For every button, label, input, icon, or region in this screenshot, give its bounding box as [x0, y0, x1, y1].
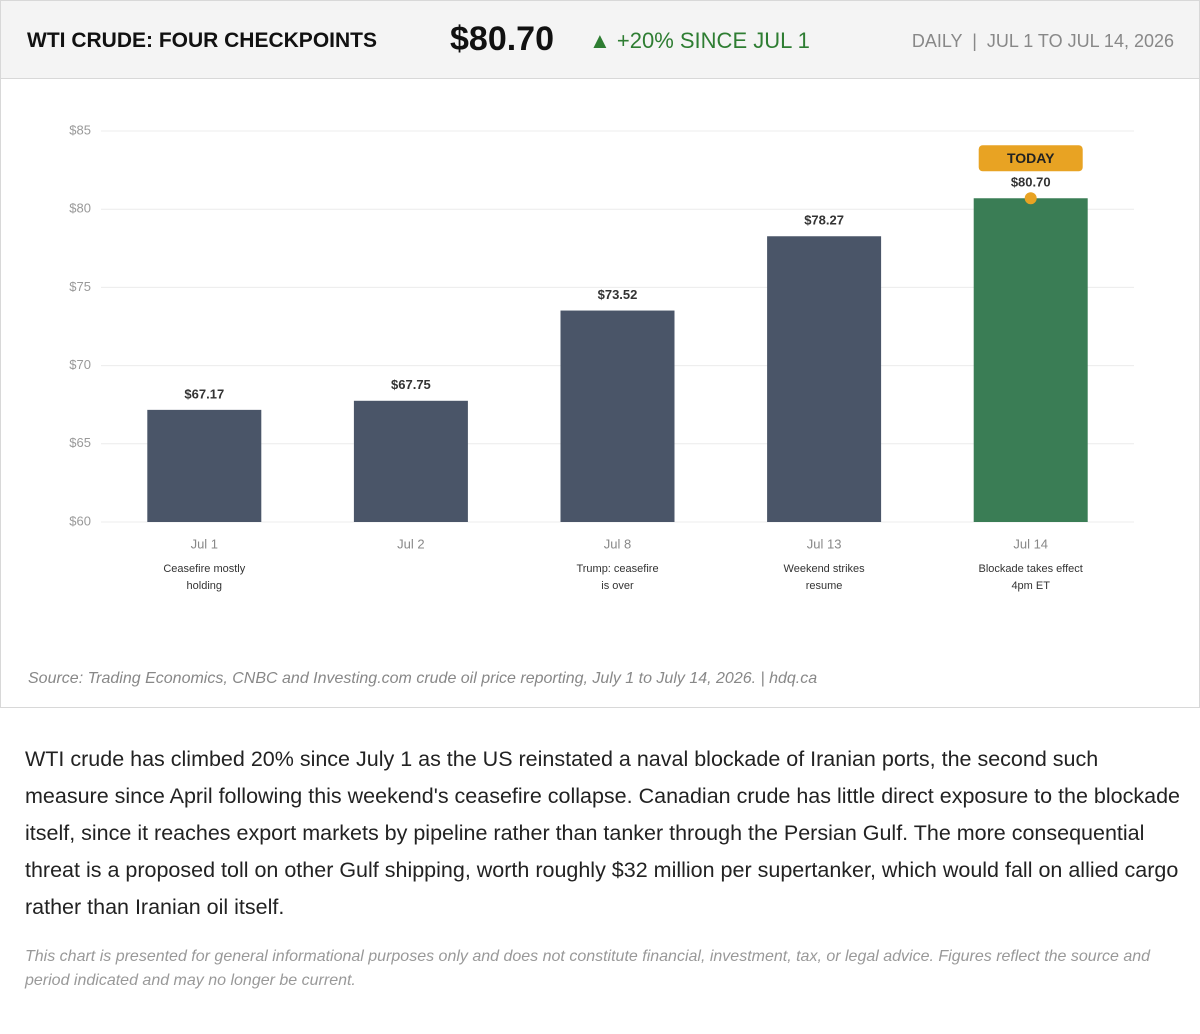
title: WTI CRUDE: FOUR CHECKPOINTS [27, 29, 377, 52]
bar-note: Weekend strikes [784, 563, 866, 575]
value-label: $67.75 [391, 377, 431, 392]
bar-note: Trump: ceasefire [576, 563, 658, 575]
bar-note: 4pm ET [1011, 580, 1050, 592]
y-tick-label: $65 [69, 435, 91, 450]
chart-panel: Source: Trading Economics, CNBC and Inve… [0, 78, 1200, 708]
header: WTI CRUDE: FOUR CHECKPOINTS $80.70 ▲ +20… [0, 0, 1200, 79]
bar [560, 310, 675, 522]
change: ▲ +20% SINCE JUL 1 [589, 28, 810, 53]
bar [353, 400, 468, 522]
value-label: $80.70 [1011, 175, 1051, 190]
chart: Source: Trading Economics, CNBC and Inve… [28, 122, 1134, 687]
y-tick-label: $70 [69, 357, 91, 372]
bar [767, 236, 882, 522]
bar-note: is over [601, 580, 634, 592]
price: $80.70 [450, 20, 554, 58]
highlight-dot [1024, 192, 1037, 205]
y-tick-label: $75 [69, 279, 91, 294]
x-tick-label: Jul 14 [1013, 536, 1048, 551]
x-tick-label: Jul 8 [604, 536, 631, 551]
meta: DAILY | JUL 1 TO JUL 14, 2026 [911, 31, 1174, 51]
y-tick-label: $60 [69, 513, 91, 528]
x-tick-label: Jul 13 [807, 536, 842, 551]
bar-note: resume [806, 580, 843, 592]
y-tick-label: $80 [69, 201, 91, 216]
bar-note: Ceasefire mostly [163, 563, 245, 575]
value-label: $73.52 [598, 287, 638, 302]
badge-label: TODAY [1007, 150, 1055, 166]
x-tick-label: Jul 1 [191, 536, 218, 551]
bar-note: Blockade takes effect [979, 563, 1083, 575]
source: Source: Trading Economics, CNBC and Inve… [28, 670, 817, 687]
badge [978, 145, 1083, 172]
body-text: WTI crude has climbed 20% since July 1 a… [25, 747, 1180, 919]
bar-note: holding [187, 580, 222, 592]
x-tick-label: Jul 2 [397, 536, 424, 551]
bar [147, 409, 262, 522]
disclaimer: This chart is presented for general info… [25, 948, 1151, 989]
y-tick-label: $85 [69, 122, 91, 137]
value-label: $78.27 [804, 213, 844, 228]
bar [973, 198, 1088, 522]
value-label: $67.17 [184, 386, 224, 401]
